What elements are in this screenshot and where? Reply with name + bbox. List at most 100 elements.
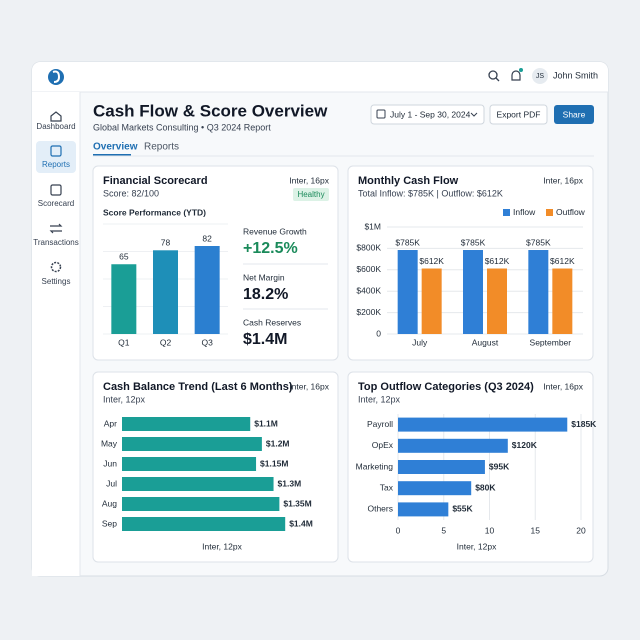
value-label: 78 [161,238,171,248]
y-tick-label: Payroll [367,419,393,429]
value-label: $785K [526,237,551,247]
transactions-icon [49,223,63,234]
y-tick-label: Apr [104,418,117,428]
x-tick-label: Q1 [118,337,130,347]
nav-item[interactable]: Settings [42,277,71,286]
scorecard-icon [50,184,62,196]
font-note: Inter, 16px [289,175,329,185]
nav-item[interactable]: Transactions [33,238,79,247]
page-title: Cash Flow & Score Overview [93,101,328,120]
value-label: $612K [419,256,444,266]
bar [398,460,485,474]
y-tick-label: Tax [380,482,394,492]
bar [122,517,286,531]
value-label: $785K [461,237,486,247]
bar [398,417,568,432]
x-tick-label: 0 [396,525,401,535]
x-tick-label: Q2 [160,337,172,347]
date-picker[interactable] [370,104,485,125]
bar [528,250,549,334]
value-label: $1.35M [283,498,311,508]
value-label: 65 [119,251,129,261]
y-tick-label: Marketing [356,461,394,471]
logo-mark [52,70,61,83]
bar [122,477,274,491]
value-label: $1.3M [278,478,302,488]
value-label: $1.2M [266,438,290,448]
value-label: $1.1M [254,418,278,428]
y-tick-label: 0 [376,328,381,338]
user-name[interactable]: John Smith [553,70,598,80]
x-tick-label: September [530,337,572,347]
nav-item[interactable]: Dashboard [36,122,75,131]
page-subtitle: Global Markets Consulting • Q3 2024 Repo… [93,122,271,132]
value-label: $185K [571,419,597,429]
value-label: $612K [485,256,510,266]
x-tick-label: July [412,337,428,347]
bar [122,437,262,451]
export-label: Export PDF [497,109,541,119]
avatar-initials: JS [536,73,545,80]
value-label: $1.4M [289,518,313,528]
bar [122,457,257,471]
bell-icon[interactable] [511,70,521,81]
value-label: $95K [489,461,510,471]
font-note: Inter, 16px [289,381,329,391]
y-tick-label: $800K [356,243,381,253]
nav-item[interactable]: Scorecard [38,199,74,208]
metric-label: Cash Reserves [243,317,301,327]
metric-value: 18.2% [243,286,288,303]
bar [397,250,418,334]
y-tick-label: Sep [102,518,117,528]
settings-icon [50,261,62,273]
bar [552,268,573,334]
share-button[interactable] [554,105,594,124]
y-tick-label: Aug [102,498,117,508]
score: Score: 82/100 [103,188,159,198]
logo[interactable] [48,69,64,85]
bar [398,481,472,496]
y-tick-label: Others [367,504,393,514]
chart-title: Score Performance (YTD) [103,207,206,217]
x-tick-label: 10 [485,525,495,535]
x-tick-label: 5 [441,525,446,535]
bar [153,250,178,334]
export-button[interactable] [489,104,548,125]
bar [111,264,137,334]
value-label: $785K [395,237,420,247]
notification-dot [519,68,523,72]
bar [463,250,483,334]
date-range: July 1 - Sep 30, 2024 [390,109,471,119]
tab-active[interactable]: Overview [93,142,138,153]
calendar-icon [376,109,386,119]
search-icon[interactable] [488,70,498,80]
metric-value: +12.5% [243,240,298,257]
bar [398,502,449,517]
value-label: $80K [475,482,496,492]
y-tick-label: May [101,438,118,448]
bar [194,246,220,334]
metric-label: Revenue Growth [243,226,307,236]
tab[interactable]: Reports [144,142,179,153]
bar [421,268,442,334]
nav-item[interactable]: Reports [42,160,70,169]
value-label: $1.15M [260,458,288,468]
legend-label: Inflow [513,207,536,217]
card-title: Monthly Cash Flow [358,175,459,187]
avatar[interactable] [532,68,548,84]
y-tick-label: $1M [364,221,381,231]
badge-label: Healthy [297,190,324,199]
dashboard-icon [50,111,62,122]
card-subtitle: Inter, 12px [358,394,401,404]
font-note: Inter, 16px [543,175,583,185]
y-tick-label: $600K [356,264,381,274]
share-label: Share [563,109,586,119]
card-subtitle: Inter, 12px [103,394,146,404]
card-title: Cash Balance Trend (Last 6 Months) [103,381,293,393]
card-title: Top Outflow Categories (Q3 2024) [358,381,534,393]
legend-label: Outflow [556,207,586,217]
search-icon-handle [495,77,500,82]
metric-label: Net Margin [243,272,285,282]
x-tick-label: 20 [576,525,586,535]
